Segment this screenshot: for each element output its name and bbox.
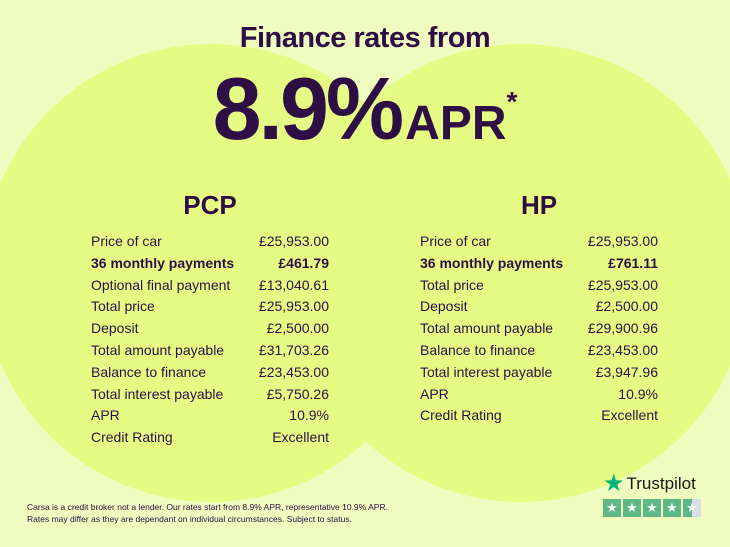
rating-star-icon: ★ — [643, 499, 661, 517]
row-label: 36 monthly payments — [91, 254, 235, 271]
row-value: £29,900.96 — [587, 320, 658, 337]
hp-row: Credit Rating Excellent — [420, 405, 658, 427]
row-label: APR — [91, 407, 120, 424]
hp-row: Deposit £2,500.00 — [420, 296, 658, 318]
rating-star-icon: ★ — [603, 499, 621, 517]
row-label: Deposit — [420, 298, 468, 315]
hp-row: Balance to finance £23,453.00 — [420, 340, 658, 362]
row-value: £13,040.61 — [258, 276, 329, 293]
headline: Finance rates from — [239, 22, 491, 54]
row-value: 10.9% — [618, 385, 658, 402]
pcp-row: Credit Rating Excellent — [91, 427, 329, 449]
pcp-row: Deposit £2,500.00 — [91, 318, 329, 340]
row-value: £23,453.00 — [587, 341, 658, 358]
hp-row: Total price £25,953.00 — [420, 275, 658, 297]
row-label: Total interest payable — [420, 363, 553, 380]
hp-row: Total interest payable £3,947.96 — [420, 362, 658, 384]
pcp-row: Price of car £25,953.00 — [91, 231, 329, 253]
pcp-title: PCP — [183, 190, 237, 220]
pcp-row: Total price £25,953.00 — [91, 296, 329, 318]
pcp-row: Total amount payable £31,703.26 — [91, 340, 329, 362]
hp-title: HP — [520, 190, 558, 220]
row-value: £25,953.00 — [258, 233, 329, 249]
row-value: £5,750.26 — [266, 385, 329, 402]
row-label: 36 monthly payments — [420, 254, 564, 271]
row-label: Price of car — [420, 233, 491, 249]
row-value: £761.11 — [608, 254, 658, 271]
rate-suffix: APR — [405, 97, 507, 150]
rate-asterisk: * — [506, 86, 518, 117]
rating-star-icon: ★ — [623, 499, 641, 517]
hp-row: Price of car £25,953.00 — [420, 231, 658, 253]
row-value: £25,953.00 — [587, 276, 658, 293]
pcp-row: Optional final payment £13,040.61 — [91, 275, 329, 297]
row-value: £2,500.00 — [266, 320, 329, 337]
disclaimer-line-2: Rates may differ as they are dependant o… — [27, 514, 352, 524]
pcp-row: Balance to finance £23,453.00 — [91, 362, 329, 384]
pcp-column: PCP Price of car £25,953.00 36 monthly pay… — [91, 190, 329, 449]
row-label: Total price — [420, 276, 484, 293]
disclaimer-line-1: Carsa is a credit broker not a lender. O… — [27, 502, 388, 512]
row-value: £25,953.00 — [258, 298, 329, 315]
trustpilot-name: Trustpilot — [626, 474, 696, 493]
row-value: Excellent — [601, 407, 658, 424]
row-label: APR — [420, 385, 449, 402]
star-icon: ★ — [603, 470, 625, 497]
hp-row: APR 10.9% — [420, 384, 658, 406]
row-label: Price of car — [91, 233, 162, 249]
row-label: Credit Rating — [420, 407, 502, 424]
hp-row: 36 monthly payments £761.11 — [420, 253, 658, 275]
row-value: £25,953.00 — [587, 233, 658, 249]
row-value: £3,947.96 — [595, 363, 658, 380]
rate-value: 8.9% — [212, 59, 405, 158]
row-label: Balance to finance — [420, 341, 536, 358]
trustpilot-rating: ★ ★ ★ ★ ★ — [603, 499, 701, 517]
row-label: Total interest payable — [91, 385, 224, 402]
decorative-circle-right — [292, 44, 730, 502]
row-value: £23,453.00 — [258, 363, 329, 380]
row-label: Deposit — [91, 320, 139, 337]
disclaimer: Carsa is a credit broker not a lender. O… — [27, 501, 388, 525]
hp-column: HP Price of car £25,953.00 36 monthly paym… — [420, 190, 658, 427]
rating-half-star-icon: ★ — [683, 499, 701, 517]
row-value: £2,500.00 — [595, 298, 658, 315]
pcp-row: 36 monthly payments £461.79 — [91, 253, 329, 275]
row-value: 10.9% — [289, 407, 329, 424]
row-label: Total amount payable — [420, 320, 554, 337]
row-value: Excellent — [272, 429, 329, 446]
rating-star-icon: ★ — [663, 499, 681, 517]
rate-display: 8.9%APR* — [0, 58, 730, 160]
pcp-row: APR 10.9% — [91, 405, 329, 427]
row-value: £31,703.26 — [258, 341, 329, 358]
hp-row: Total amount payable £29,900.96 — [420, 318, 658, 340]
trustpilot-badge[interactable]: ★ Trustpilot ★ ★ ★ ★ ★ — [603, 470, 701, 517]
row-label: Balance to finance — [91, 363, 207, 380]
pcp-row: Total interest payable £5,750.26 — [91, 384, 329, 406]
row-label: Credit Rating — [91, 429, 173, 446]
row-label: Total price — [91, 298, 155, 315]
row-value: £461.79 — [278, 254, 329, 271]
row-label: Optional final payment — [91, 276, 231, 293]
row-label: Total amount payable — [91, 341, 225, 358]
